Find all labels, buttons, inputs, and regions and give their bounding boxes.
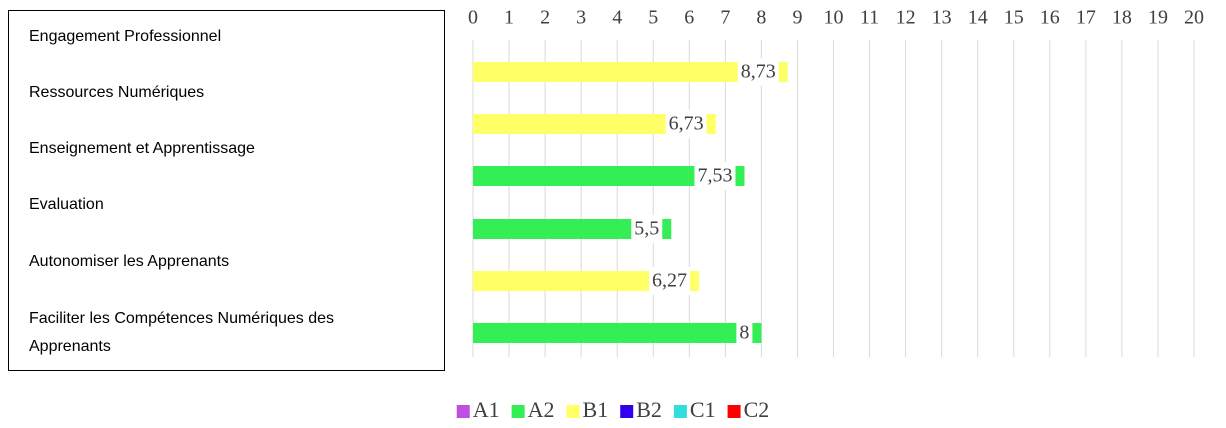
- value-label-bg: [694, 162, 736, 190]
- value-label-bg: [665, 110, 707, 138]
- bar: [473, 114, 716, 134]
- category-label: Evaluation: [29, 196, 104, 213]
- legend-label: A2: [528, 397, 555, 422]
- x-tick-label: 6: [684, 7, 694, 29]
- value-label: 6,27: [652, 270, 687, 292]
- x-tick-label: 16: [1040, 7, 1060, 29]
- x-tick-label: 1: [504, 7, 514, 29]
- bar: [473, 323, 762, 343]
- bar: [473, 219, 672, 239]
- legend-label: A1: [473, 397, 500, 422]
- x-tick-label: 3: [576, 7, 586, 29]
- bar: [473, 62, 788, 82]
- x-tick-label: 0: [468, 7, 478, 29]
- x-tick-label: 4: [612, 7, 622, 29]
- value-label-bg: [631, 215, 663, 243]
- value-label: 5,5: [634, 218, 659, 240]
- x-tick-label: 14: [968, 7, 988, 29]
- x-tick-label: 18: [1112, 7, 1132, 29]
- legend-label: C1: [690, 397, 716, 422]
- legend-label: C2: [744, 397, 770, 422]
- category-label: Engagement Professionnel: [29, 28, 222, 45]
- value-label-bg: [737, 58, 779, 86]
- value-label-bg: [649, 267, 691, 295]
- x-tick-label: 2: [540, 7, 550, 29]
- legend-swatch: [456, 405, 470, 418]
- value-label: 8: [739, 322, 749, 344]
- category-label: Ressources Numériques: [29, 84, 205, 101]
- legend-swatch: [673, 405, 687, 418]
- value-label-bg: [736, 319, 753, 347]
- x-tick-label: 17: [1076, 7, 1096, 29]
- value-label: 8,73: [741, 61, 776, 83]
- x-tick-label: 15: [1004, 7, 1024, 29]
- bar: [473, 271, 700, 291]
- x-tick-label: 10: [824, 7, 844, 29]
- x-tick-label: 20: [1184, 7, 1204, 29]
- bar: [473, 166, 745, 186]
- x-tick-label: 19: [1148, 7, 1168, 29]
- legend-label: B1: [583, 397, 609, 422]
- legend-swatch: [620, 405, 634, 418]
- legend-swatch: [511, 405, 525, 418]
- x-tick-label: 7: [720, 7, 730, 29]
- category-label: Faciliter les Compétences Numériques des…: [29, 310, 335, 355]
- value-label: 7,53: [697, 165, 732, 187]
- x-tick-label: 11: [860, 7, 879, 29]
- x-tick-label: 13: [932, 7, 952, 29]
- value-label: 6,73: [669, 113, 704, 135]
- legend-label: B2: [636, 397, 662, 422]
- x-tick-label: 12: [896, 7, 916, 29]
- x-tick-label: 5: [648, 7, 658, 29]
- category-label: Enseignement et Apprentissage: [29, 140, 255, 157]
- legend: A1 A2 B1 B2 C1 C2: [456, 397, 770, 422]
- x-tick-label: 9: [792, 7, 802, 29]
- x-tick-label: 8: [756, 7, 766, 29]
- category-box: Engagement Professionnel Ressources Numér…: [8, 10, 445, 371]
- legend-swatch: [566, 405, 580, 418]
- category-label: Autonomiser les Apprenants: [29, 253, 230, 270]
- legend-swatch: [727, 405, 741, 418]
